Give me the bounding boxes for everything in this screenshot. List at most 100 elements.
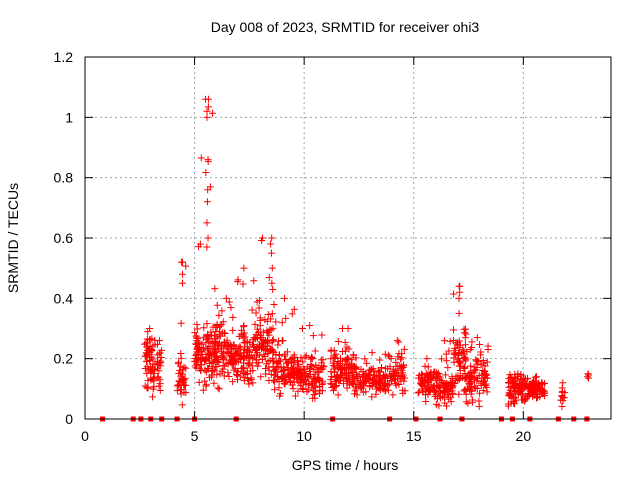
data-point [427,373,435,381]
data-point [476,340,484,348]
data-point [450,326,458,334]
data-point [422,369,430,377]
data-point [461,341,469,349]
data-point [243,347,251,355]
data-point [218,367,226,375]
data-point [143,369,151,377]
data-point [182,262,190,270]
data-point [510,399,518,407]
data-point [450,358,458,366]
data-point [395,338,403,346]
y-tick-label: 0 [65,411,73,427]
data-point [248,362,256,370]
data-point [257,373,265,381]
data-point [461,354,469,362]
data-point [399,371,407,379]
data-point [438,379,446,387]
data-point [236,350,244,358]
data-point [477,378,485,386]
data-point [458,349,466,357]
data-point [380,383,388,391]
data-point [199,334,207,342]
data-point [294,387,302,395]
data-point [307,355,315,363]
data-point [262,337,270,345]
data-point [258,355,266,363]
data-point [182,364,190,372]
y-tick-label: 1.2 [54,49,74,65]
data-point [463,348,471,356]
data-point [421,362,429,370]
y-axis-label: SRMTID / TECUs [5,183,21,293]
data-point [390,368,398,376]
data-point [203,320,211,328]
data-point [226,341,234,349]
data-point [389,391,397,399]
data-point [260,350,268,358]
data-point [148,347,156,355]
chart-title: Day 008 of 2023, SRMTID for receiver ohi… [211,19,480,35]
data-point [253,353,261,361]
data-point [202,168,210,176]
data-point [269,355,277,363]
data-point [298,385,306,393]
x-tick-label: 15 [406,428,422,444]
data-point [215,385,223,393]
data-point [249,355,257,363]
data-point [456,366,464,374]
data-point [203,353,211,361]
data-point [343,343,351,351]
data-point [414,389,422,397]
data-point [209,338,217,346]
data-point [461,334,469,342]
data-point [264,329,272,337]
y-tick-label: 0.4 [54,290,74,306]
data-point [240,369,248,377]
data-point [418,373,426,381]
data-point [288,310,296,318]
data-point [271,386,279,394]
axis-ticks: 0 0.2 0.4 0.6 0.8 1 1.2 0 5 10 15 20 [54,49,611,444]
data-point [393,337,401,345]
data-point [141,365,149,373]
data-point [353,391,361,399]
data-point [394,353,402,361]
data-point [242,371,250,379]
data-point [204,365,212,373]
data-point [384,386,392,394]
data-point [203,113,211,121]
data-point [216,322,224,330]
data-point [259,234,267,242]
data-point [472,356,480,364]
data-point [146,325,154,332]
data-point [540,387,548,395]
data-point [154,373,162,381]
data-point [264,310,272,318]
data-point [141,340,149,348]
data-point [239,331,247,339]
data-point [267,249,275,257]
data-point [415,374,423,382]
data-point [297,354,305,362]
data-point [214,384,222,392]
data-point [395,380,403,388]
data-point [510,374,518,382]
data-point [192,340,200,348]
data-point [399,389,407,397]
data-point [248,306,256,314]
data-point [506,392,514,400]
data-point [213,362,221,370]
data-point [467,362,475,370]
data-point [585,371,593,379]
data-point [331,382,339,390]
data-point [221,330,229,338]
data-point [450,290,458,298]
data-point [302,352,310,360]
data-point [392,367,400,375]
data-point [220,372,228,380]
data-point [177,319,185,327]
data-point [318,387,326,395]
data-point [340,380,348,388]
data-point [301,377,309,385]
